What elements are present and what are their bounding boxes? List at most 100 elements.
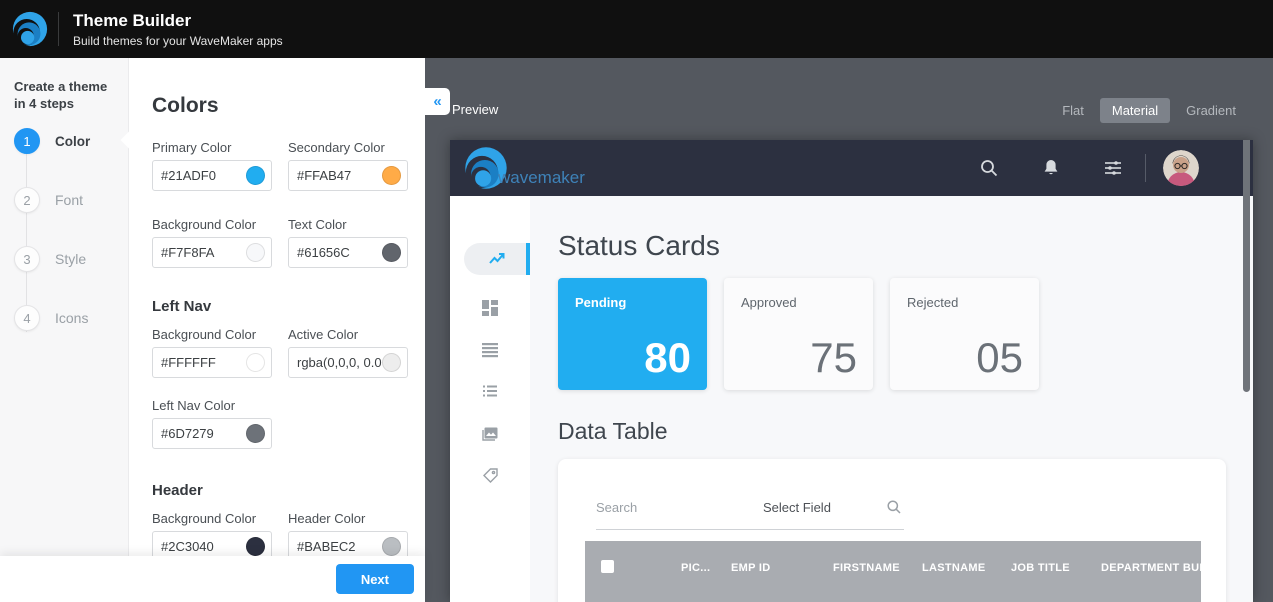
- list-icon: [483, 385, 497, 397]
- header-color-field: Header Color: [288, 511, 408, 562]
- select-field-dropdown[interactable]: Select Field: [763, 499, 831, 515]
- panel-title: Colors: [152, 94, 219, 117]
- primary-color-input[interactable]: [161, 168, 246, 183]
- text-color-field: Text Color: [288, 217, 408, 268]
- wizard-step-color[interactable]: 1 Color: [14, 128, 128, 154]
- colors-form-panel: Colors Primary Color Secondary Color Bac…: [120, 58, 425, 602]
- table-search-row: Select Field: [596, 459, 904, 530]
- topbar-divider: [58, 12, 59, 46]
- top-app-bar: Theme Builder Build themes for your Wave…: [0, 0, 1273, 58]
- field-label: Left Nav Color: [152, 398, 236, 413]
- nav-item-trending-active[interactable]: [464, 243, 530, 275]
- field-label: Background Color: [152, 511, 257, 526]
- tag-icon: [482, 468, 498, 483]
- header-background-swatch[interactable]: [246, 537, 265, 556]
- leftnav-active-swatch[interactable]: [382, 353, 401, 372]
- field-label: Background Color: [152, 327, 257, 342]
- wizard-footer: Next: [0, 556, 425, 602]
- next-button[interactable]: Next: [335, 564, 414, 594]
- table-search-input[interactable]: [596, 499, 746, 515]
- wavemaker-logo-icon: [465, 147, 507, 189]
- leftnav-color-input[interactable]: [161, 426, 246, 441]
- nav-item-paragraph[interactable]: [450, 341, 530, 359]
- leftnav-background-field: Background Color: [152, 327, 272, 378]
- step-number-badge: 2: [14, 187, 40, 213]
- column-header-job-title[interactable]: JOB TITLE: [1011, 562, 1070, 574]
- header-background-field: Background Color: [152, 511, 272, 562]
- user-avatar[interactable]: [1163, 150, 1199, 186]
- step-label: Color: [55, 133, 91, 149]
- primary-color-swatch[interactable]: [246, 166, 265, 185]
- theme-mode-toggle: Flat Material Gradient: [1052, 98, 1246, 123]
- card-label: Approved: [741, 295, 797, 310]
- column-header-lastname[interactable]: LASTNAME: [922, 562, 986, 574]
- leftnav-active-input[interactable]: [297, 355, 382, 370]
- step-connector-line: [26, 142, 27, 332]
- leftnav-background-input[interactable]: [161, 355, 246, 370]
- filter-sliders-icon[interactable]: [1103, 158, 1123, 178]
- step-label: Style: [55, 251, 87, 267]
- preview-main-content: Status Cards Pending 80 Approved 75 Reje…: [530, 196, 1253, 602]
- mode-gradient[interactable]: Gradient: [1186, 103, 1236, 118]
- wavemaker-logo-icon: [12, 11, 48, 47]
- theme-builder-panel: Create a theme in 4 steps 1 Color 2 Font…: [0, 58, 425, 602]
- step-number-badge: 3: [14, 246, 40, 272]
- status-card-pending[interactable]: Pending 80: [558, 278, 707, 390]
- background-color-swatch[interactable]: [246, 243, 265, 262]
- header-color-swatch[interactable]: [382, 537, 401, 556]
- column-header-pic[interactable]: PIC...: [681, 562, 711, 574]
- nav-item-tag[interactable]: [450, 467, 530, 485]
- field-label: Secondary Color: [288, 140, 385, 155]
- preview-left-nav: [450, 196, 530, 602]
- leftnav-color-swatch[interactable]: [246, 424, 265, 443]
- search-icon[interactable]: [886, 499, 902, 515]
- nav-item-list[interactable]: [450, 383, 530, 401]
- nav-item-gallery[interactable]: [450, 425, 530, 443]
- wizard-sidebar: Create a theme in 4 steps 1 Color 2 Font…: [0, 58, 129, 602]
- header-divider: [1145, 154, 1146, 182]
- wizard-step-style[interactable]: 3 Style: [14, 246, 128, 272]
- wizard-step-font[interactable]: 2 Font: [14, 187, 128, 213]
- card-value: 75: [810, 334, 857, 381]
- header-color-input[interactable]: [297, 539, 382, 554]
- status-card-rejected[interactable]: Rejected 05: [890, 278, 1039, 390]
- step-label: Font: [55, 192, 84, 208]
- field-label: Header Color: [288, 511, 366, 526]
- app-subtitle: Build themes for your WaveMaker apps: [73, 33, 283, 48]
- nav-item-dashboard[interactable]: [450, 299, 530, 317]
- column-header-department[interactable]: DEPARTMENT BUD: [1101, 562, 1208, 574]
- preview-area: « Preview Flat Material Gradient wavemak…: [425, 58, 1273, 602]
- preview-scrollbar-thumb[interactable]: [1243, 140, 1250, 392]
- header-background-input[interactable]: [161, 539, 246, 554]
- primary-color-field: Primary Color: [152, 140, 272, 191]
- text-color-swatch[interactable]: [382, 243, 401, 262]
- step-number-badge: 1: [14, 128, 40, 154]
- wizard-step-icons[interactable]: 4 Icons: [14, 305, 128, 331]
- data-table-heading: Data Table: [558, 418, 668, 444]
- bell-icon[interactable]: [1041, 158, 1061, 178]
- table-header-row: PIC... EMP ID FIRSTNAME LASTNAME JOB TIT…: [585, 541, 1207, 602]
- preview-app-header: wavemaker: [450, 140, 1253, 196]
- select-all-checkbox[interactable]: [601, 560, 614, 573]
- preview-brand-text: wavemaker: [498, 168, 585, 187]
- search-icon[interactable]: [979, 158, 999, 178]
- column-header-firstname[interactable]: FIRSTNAME: [833, 562, 900, 574]
- active-indicator-bar: [526, 243, 530, 275]
- secondary-color-input[interactable]: [297, 168, 382, 183]
- field-label: Primary Color: [152, 140, 232, 155]
- lines-icon: [482, 343, 498, 358]
- step-number-badge: 4: [14, 305, 40, 331]
- column-header-emp-id[interactable]: EMP ID: [731, 562, 771, 574]
- leftnav-color-field: Left Nav Color: [152, 398, 425, 449]
- background-color-input[interactable]: [161, 245, 246, 260]
- collapse-panel-button[interactable]: «: [425, 88, 450, 115]
- mode-material[interactable]: Material: [1099, 98, 1171, 123]
- leftnav-background-swatch[interactable]: [246, 353, 265, 372]
- status-card-approved[interactable]: Approved 75: [724, 278, 873, 390]
- text-color-input[interactable]: [297, 245, 382, 260]
- dashboard-icon: [482, 300, 498, 316]
- secondary-color-swatch[interactable]: [382, 166, 401, 185]
- mode-flat[interactable]: Flat: [1062, 103, 1084, 118]
- field-label: Text Color: [288, 217, 347, 232]
- card-label: Rejected: [907, 295, 959, 310]
